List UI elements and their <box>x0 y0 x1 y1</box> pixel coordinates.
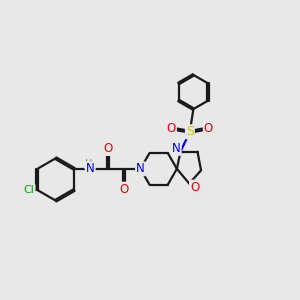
Text: O: O <box>120 183 129 196</box>
Text: N: N <box>172 142 181 155</box>
Text: S: S <box>186 125 194 138</box>
Text: N: N <box>136 162 145 175</box>
Text: O: O <box>167 122 176 135</box>
Text: H: H <box>85 158 92 169</box>
Text: O: O <box>190 181 199 194</box>
Text: N: N <box>86 162 95 175</box>
Text: Cl: Cl <box>24 185 34 195</box>
Text: O: O <box>103 142 112 155</box>
Text: O: O <box>204 122 213 135</box>
